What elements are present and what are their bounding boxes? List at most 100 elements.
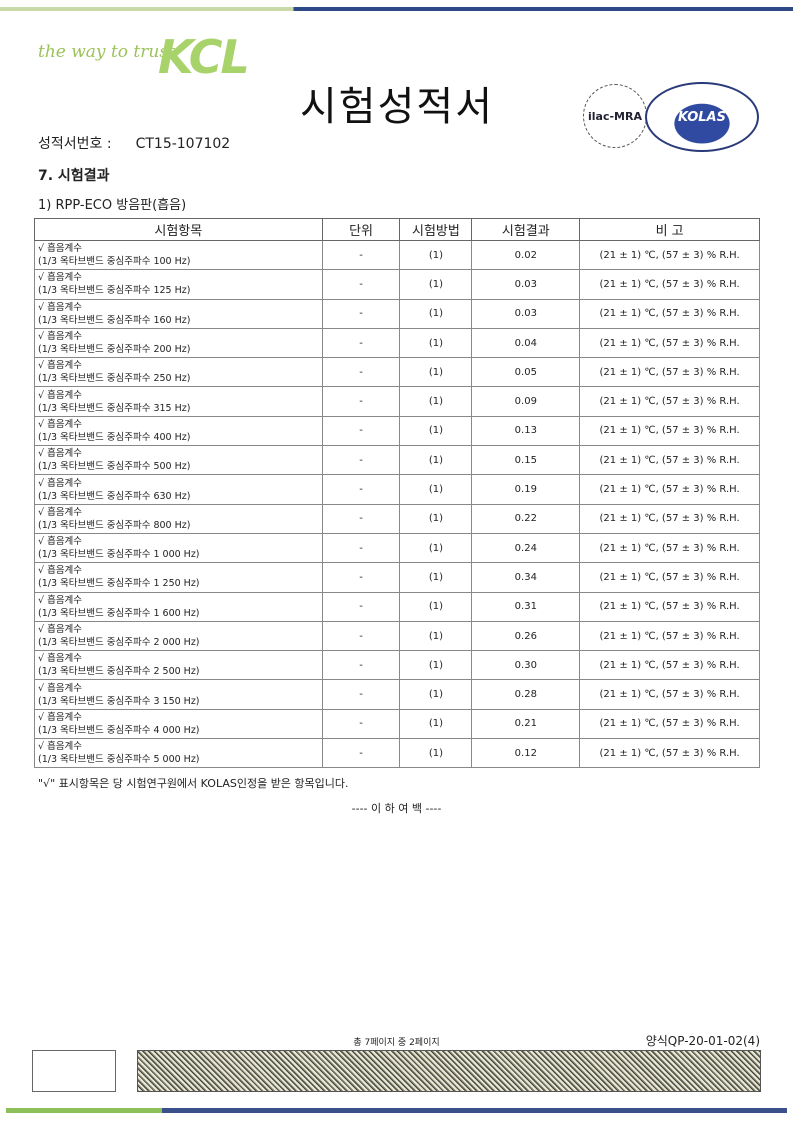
table-row: √ 흡음계수 (1/3 옥타브밴드 중심주파수 160 Hz) - (1) 0.0… (34, 298, 760, 329)
cell-result: 0.21 (471, 708, 581, 740)
cell-result: 0.22 (471, 503, 581, 534)
cell-item: √ 흡음계수 (1/3 옥타브밴드 중심주파수 3 150 Hz) (34, 679, 323, 710)
table-row: √ 흡음계수 (1/3 옥타브밴드 중심주파수 2 000 Hz) - (1) 0… (34, 620, 760, 652)
cell-remarks: (21 ± 1) ℃, (57 ± 3) % R.H. (579, 650, 760, 681)
end-marker: ---- 이 하 여 백 ---- (351, 802, 442, 815)
cell-method: (1) (399, 562, 473, 593)
cell-remarks: (21 ± 1) ℃, (57 ± 3) % R.H. (579, 562, 760, 593)
item-frequency: (1/3 옥타브밴드 중심주파수 800 Hz) (38, 519, 191, 531)
top-decor-bar (0, 7, 793, 11)
cell-result: 0.30 (471, 650, 581, 681)
cell-result: 0.09 (471, 386, 581, 417)
cell-item: √ 흡음계수 (1/3 옥타브밴드 중심주파수 500 Hz) (34, 445, 323, 476)
item-frequency: (1/3 옥타브밴드 중심주파수 400 Hz) (38, 431, 191, 443)
cert-value: CT15-107102 (135, 136, 231, 152)
cell-item: √ 흡음계수 (1/3 옥타브밴드 중심주파수 315 Hz) (34, 386, 323, 417)
cell-unit: - (321, 269, 401, 300)
item-name: √ 흡음계수 (38, 418, 83, 430)
cell-item: √ 흡음계수 (1/3 옥타브밴드 중심주파수 4 000 Hz) (34, 708, 323, 740)
cell-item: √ 흡음계수 (1/3 옥타브밴드 중심주파수 200 Hz) (34, 327, 323, 359)
cell-unit: - (321, 562, 401, 593)
table-row: √ 흡음계수 (1/3 옥타브밴드 중심주파수 400 Hz) - (1) 0.1… (34, 415, 760, 447)
item-frequency: (1/3 옥타브밴드 중심주파수 250 Hz) (38, 373, 191, 385)
cell-unit: - (321, 386, 401, 417)
form-number: 양식QP-20-01-02(4) (645, 1034, 760, 1048)
table-row: √ 흡음계수 (1/3 옥타브밴드 중심주파수 800 Hz) - (1) 0.2… (34, 503, 760, 534)
cell-remarks: (21 ± 1) ℃, (57 ± 3) % R.H. (579, 445, 760, 476)
item-name: √ 흡음계수 (38, 243, 83, 255)
table-row: √ 흡음계수 (1/3 옥타브밴드 중심주파수 2 500 Hz) - (1) 0… (34, 650, 760, 681)
table-row: √ 흡음계수 (1/3 옥타브밴드 중심주파수 500 Hz) - (1) 0.1… (34, 445, 760, 476)
item-name: √ 흡음계수 (38, 711, 83, 723)
table-row: √ 흡음계수 (1/3 옥타브밴드 중심주파수 315 Hz) - (1) 0.0… (34, 386, 760, 417)
cell-item: √ 흡음계수 (1/3 옥타브밴드 중심주파수 5 000 Hz) (34, 738, 323, 769)
item-frequency: (1/3 옥타브밴드 중심주파수 1 000 Hz) (38, 549, 200, 561)
cell-method: (1) (399, 708, 473, 740)
cell-remarks: (21 ± 1) ℃, (57 ± 3) % R.H. (579, 738, 760, 769)
cell-remarks: (21 ± 1) ℃, (57 ± 3) % R.H. (579, 474, 760, 505)
certificate-number: 성적서번호 : CT15-107102 (38, 133, 230, 153)
table-row: √ 흡음계수 (1/3 옥타브밴드 중심주파수 250 Hz) - (1) 0.0… (34, 357, 760, 388)
table-row: √ 흡음계수 (1/3 옥타브밴드 중심주파수 1 250 Hz) - (1) 0… (34, 562, 760, 593)
cell-item: √ 흡음계수 (1/3 옥타브밴드 중심주파수 400 Hz) (34, 415, 323, 447)
cell-unit: - (321, 738, 401, 769)
bottom-decor-bar (6, 1108, 787, 1113)
table-row: √ 흡음계수 (1/3 옥타브밴드 중심주파수 1 000 Hz) - (1) 0… (34, 532, 760, 564)
item-name: √ 흡음계수 (38, 389, 83, 401)
security-pattern (137, 1050, 761, 1092)
item-frequency: (1/3 옥타브밴드 중심주파수 160 Hz) (38, 314, 191, 326)
cell-remarks: (21 ± 1) ℃, (57 ± 3) % R.H. (579, 532, 760, 564)
cell-remarks: (21 ± 1) ℃, (57 ± 3) % R.H. (579, 708, 760, 740)
cell-remarks: (21 ± 1) ℃, (57 ± 3) % R.H. (579, 386, 760, 417)
item-name: √ 흡음계수 (38, 536, 83, 548)
page-number: 총 7페이지 중 2페이지 (353, 1038, 440, 1048)
table-row: √ 흡음계수 (1/3 옥타브밴드 중심주파수 5 000 Hz) - (1) 0… (34, 738, 760, 769)
item-frequency: (1/3 옥타브밴드 중심주파수 1 600 Hz) (38, 607, 200, 619)
item-name: √ 흡음계수 (38, 624, 83, 635)
cell-unit: - (321, 532, 401, 564)
item-frequency: (1/3 옥타브밴드 중심주파수 2 000 Hz) (38, 637, 200, 648)
cell-remarks: (21 ± 1) ℃, (57 ± 3) % R.H. (579, 591, 760, 622)
cell-method: (1) (399, 591, 473, 622)
item-name: √ 흡음계수 (38, 741, 83, 753)
cert-label: 성적서번호 : (38, 136, 112, 152)
item-frequency: (1/3 옥타브밴드 중심주파수 125 Hz) (38, 285, 191, 297)
cell-unit: - (321, 415, 401, 447)
cell-unit: - (321, 474, 401, 505)
cell-method: (1) (399, 532, 473, 564)
kolas-logo: KOLAS (645, 82, 759, 152)
item-frequency: (1/3 옥타브밴드 중심주파수 3 150 Hz) (38, 695, 200, 707)
cell-remarks: (21 ± 1) ℃, (57 ± 3) % R.H. (579, 357, 760, 388)
cell-result: 0.05 (471, 357, 581, 388)
item-name: √ 흡음계수 (38, 477, 83, 489)
cell-unit: - (321, 445, 401, 476)
ilac-mra-logo: ilac-MRA (583, 84, 647, 148)
cell-item: √ 흡음계수 (1/3 옥타브밴드 중심주파수 250 Hz) (34, 357, 323, 388)
item-frequency: (1/3 옥타브밴드 중심주파수 315 Hz) (38, 402, 191, 414)
slogan: the way to trust (38, 42, 175, 62)
cell-result: 0.31 (471, 591, 581, 622)
cell-unit: - (321, 591, 401, 622)
cell-item: √ 흡음계수 (1/3 옥타브밴드 중심주파수 630 Hz) (34, 474, 323, 505)
header-method: 시험방법 (399, 218, 473, 241)
cell-method: (1) (399, 269, 473, 300)
cell-item: √ 흡음계수 (1/3 옥타브밴드 중심주파수 1 250 Hz) (34, 562, 323, 593)
item-name: √ 흡음계수 (38, 565, 83, 577)
subsection-heading: 1) RPP-ECO 방음판(흡음) (38, 198, 187, 213)
item-name: √ 흡음계수 (38, 272, 83, 284)
cell-item: √ 흡음계수 (1/3 옥타브밴드 중심주파수 125 Hz) (34, 269, 323, 300)
page-title: 시험성적서 (300, 84, 494, 130)
item-name: √ 흡음계수 (38, 360, 83, 372)
table-row: √ 흡음계수 (1/3 옥타브밴드 중심주파수 200 Hz) - (1) 0.0… (34, 327, 760, 359)
stamp-box (32, 1050, 116, 1092)
cell-result: 0.28 (471, 679, 581, 710)
cell-remarks: (21 ± 1) ℃, (57 ± 3) % R.H. (579, 298, 760, 329)
cell-method: (1) (399, 679, 473, 710)
cell-item: √ 흡음계수 (1/3 옥타브밴드 중심주파수 160 Hz) (34, 298, 323, 329)
cell-remarks: (21 ± 1) ℃, (57 ± 3) % R.H. (579, 269, 760, 300)
results-table: 시험항목 단위 시험방법 시험결과 비 고 √ 흡음계수 (1/3 옥타브밴드 중… (34, 218, 760, 769)
cell-unit: - (321, 679, 401, 710)
cell-unit: - (321, 298, 401, 329)
header-item: 시험항목 (34, 218, 323, 241)
